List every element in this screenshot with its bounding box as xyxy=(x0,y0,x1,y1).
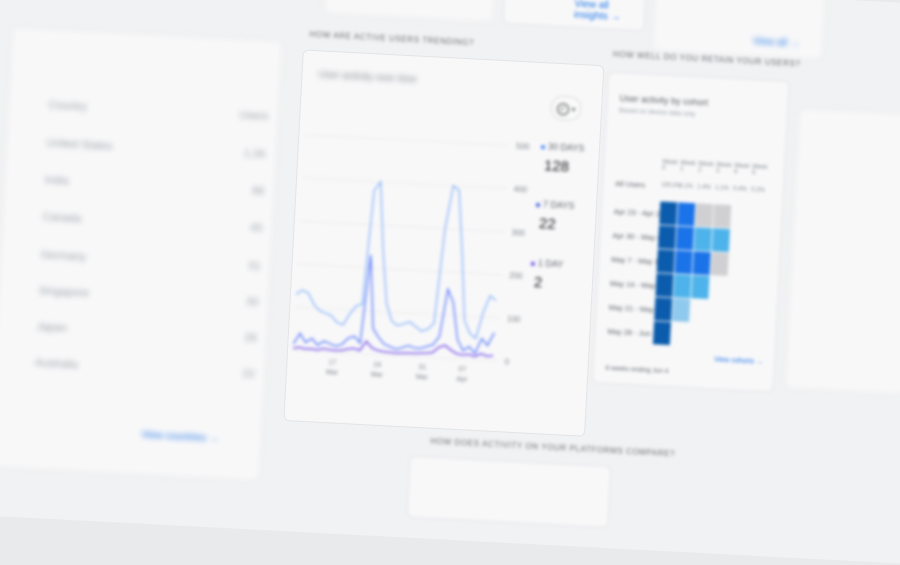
series-line-7-days xyxy=(292,254,495,355)
legend-1-day[interactable]: 1 DAY 2 xyxy=(529,258,564,293)
list-item[interactable]: Canada 45 xyxy=(42,211,263,235)
gridline xyxy=(299,220,505,233)
cohort-card-title: User activity by cohort xyxy=(619,93,709,108)
list-item[interactable]: Australia 22 xyxy=(34,356,256,381)
insights-card: View all insights → xyxy=(502,0,647,32)
gridline xyxy=(297,263,503,276)
legend-dot xyxy=(535,202,541,207)
gridline xyxy=(302,177,507,190)
right-card xyxy=(783,107,900,396)
countries-card: Country Users United States 1.2K India 86 C… xyxy=(0,26,284,482)
legend-30-days[interactable]: 30 DAYS 128 xyxy=(540,141,585,176)
top-card-right-link[interactable]: View all → xyxy=(752,36,801,50)
series-line-30-days xyxy=(295,180,497,340)
user-activity-card: User activity over time ✓ ▾ 500 400 300 200… xyxy=(283,49,605,437)
cohort-row-label: May 28 - Jun 3 xyxy=(607,326,658,339)
x-tick-label: Mar xyxy=(416,374,429,382)
view-all-insights-link[interactable]: View all insights → xyxy=(573,0,621,24)
compare-dropdown[interactable]: ✓ ▾ xyxy=(550,95,582,122)
list-item[interactable]: Japan 28 xyxy=(36,320,257,345)
legend-dot xyxy=(530,261,536,266)
cohort-card: User activity by cohort Based on device … xyxy=(591,71,790,393)
cohort-cell[interactable] xyxy=(672,298,691,323)
platform-section-title: How does activity on your platforms comp… xyxy=(430,436,676,459)
list-item[interactable]: Germany 31 xyxy=(40,249,261,273)
x-tick-label: 24 xyxy=(373,362,381,369)
cohort-cell[interactable] xyxy=(675,226,695,251)
x-tick-label: 31 xyxy=(418,364,426,371)
all-users-value: 0.4% xyxy=(732,186,747,193)
all-users-value: 1.4% xyxy=(696,184,711,192)
gridline xyxy=(293,349,498,362)
caret-down-icon: ▾ xyxy=(571,106,576,114)
list-item[interactable]: India 86 xyxy=(44,174,265,198)
cohort-cell[interactable] xyxy=(656,249,675,274)
cohort-row-label: Apr 23 - Apr 29 xyxy=(613,206,665,219)
list-item[interactable]: United States 1.2K xyxy=(46,137,267,161)
trend-section-title: How are active users trending? xyxy=(309,29,475,48)
top-card-right: View all → xyxy=(651,0,827,61)
all-users-label: All Users xyxy=(614,179,646,190)
cohort-cell[interactable] xyxy=(713,204,732,229)
cohort-row-label: Apr 30 - May 6 xyxy=(612,230,662,243)
y-tick-label: 0 xyxy=(504,357,509,366)
y-tick-label: 300 xyxy=(511,228,525,238)
cohort-column-header: Week 5 xyxy=(751,164,768,177)
cohort-cell[interactable] xyxy=(695,203,714,228)
cohort-cell[interactable] xyxy=(655,273,674,298)
legend-dot xyxy=(540,144,546,149)
cohort-cell[interactable] xyxy=(692,251,711,276)
view-cohorts-link[interactable]: View cohorts → xyxy=(713,356,764,366)
gridline xyxy=(304,134,510,146)
check-circle-icon: ✓ xyxy=(556,102,570,116)
y-tick-label: 100 xyxy=(507,314,521,324)
series-line-1-day xyxy=(293,340,494,358)
card-title: User activity over time xyxy=(318,69,418,86)
cohort-cell[interactable] xyxy=(710,252,729,277)
y-tick-label: 200 xyxy=(509,271,523,281)
cohort-card-subtitle: Based on device data only xyxy=(618,107,696,119)
cohort-column-header: Week 2 xyxy=(697,161,714,174)
cohort-cell[interactable] xyxy=(657,225,677,250)
y-tick-label: 400 xyxy=(514,185,528,195)
all-users-value: 0.2% xyxy=(750,187,765,194)
legend-7-days[interactable]: 7 DAYS 22 xyxy=(535,199,575,234)
cohort-cell[interactable] xyxy=(693,227,713,252)
y-tick-label: 500 xyxy=(516,142,530,152)
cohort-cell[interactable] xyxy=(673,274,692,299)
cohort-column-header: Week 3 xyxy=(715,162,732,175)
x-tick-label: Mar xyxy=(326,369,339,377)
line-chart: 500 400 300 200 100 0 17 Mar 24 Mar 31 Mar 07 Apr xyxy=(292,134,530,384)
x-tick-label: 17 xyxy=(328,359,336,366)
cohort-row-label: May 7 - May 13 xyxy=(611,254,664,267)
platform-card xyxy=(406,455,612,529)
top-card-left: → xyxy=(322,0,498,24)
cohort-column-header: Week 4 xyxy=(733,163,750,176)
cohort-column-header: Week 1 xyxy=(679,160,696,173)
cohort-footer: 6 weeks ending Jun 4 xyxy=(605,364,669,376)
cohort-cell[interactable] xyxy=(711,228,730,253)
cohort-cell[interactable] xyxy=(654,297,673,322)
x-tick-label: Mar xyxy=(371,371,384,379)
gridline xyxy=(295,306,501,319)
all-users-value: 2.1% xyxy=(678,183,693,191)
x-tick-label: 07 xyxy=(458,366,466,373)
x-tick-label: Apr xyxy=(456,376,468,384)
all-users-value: 1.1% xyxy=(714,185,729,192)
cohort-cell[interactable] xyxy=(652,321,672,346)
cohort-column-header: Week 0 xyxy=(661,159,678,172)
cohort-cell[interactable] xyxy=(691,275,710,300)
list-item[interactable]: Singapore 30 xyxy=(38,285,259,309)
view-countries-link[interactable]: View countries → xyxy=(141,429,220,445)
list-item: Country Users xyxy=(48,99,269,123)
cohort-cell[interactable] xyxy=(659,201,678,226)
cohort-cell[interactable] xyxy=(674,250,693,275)
cohort-cell[interactable] xyxy=(677,202,696,227)
